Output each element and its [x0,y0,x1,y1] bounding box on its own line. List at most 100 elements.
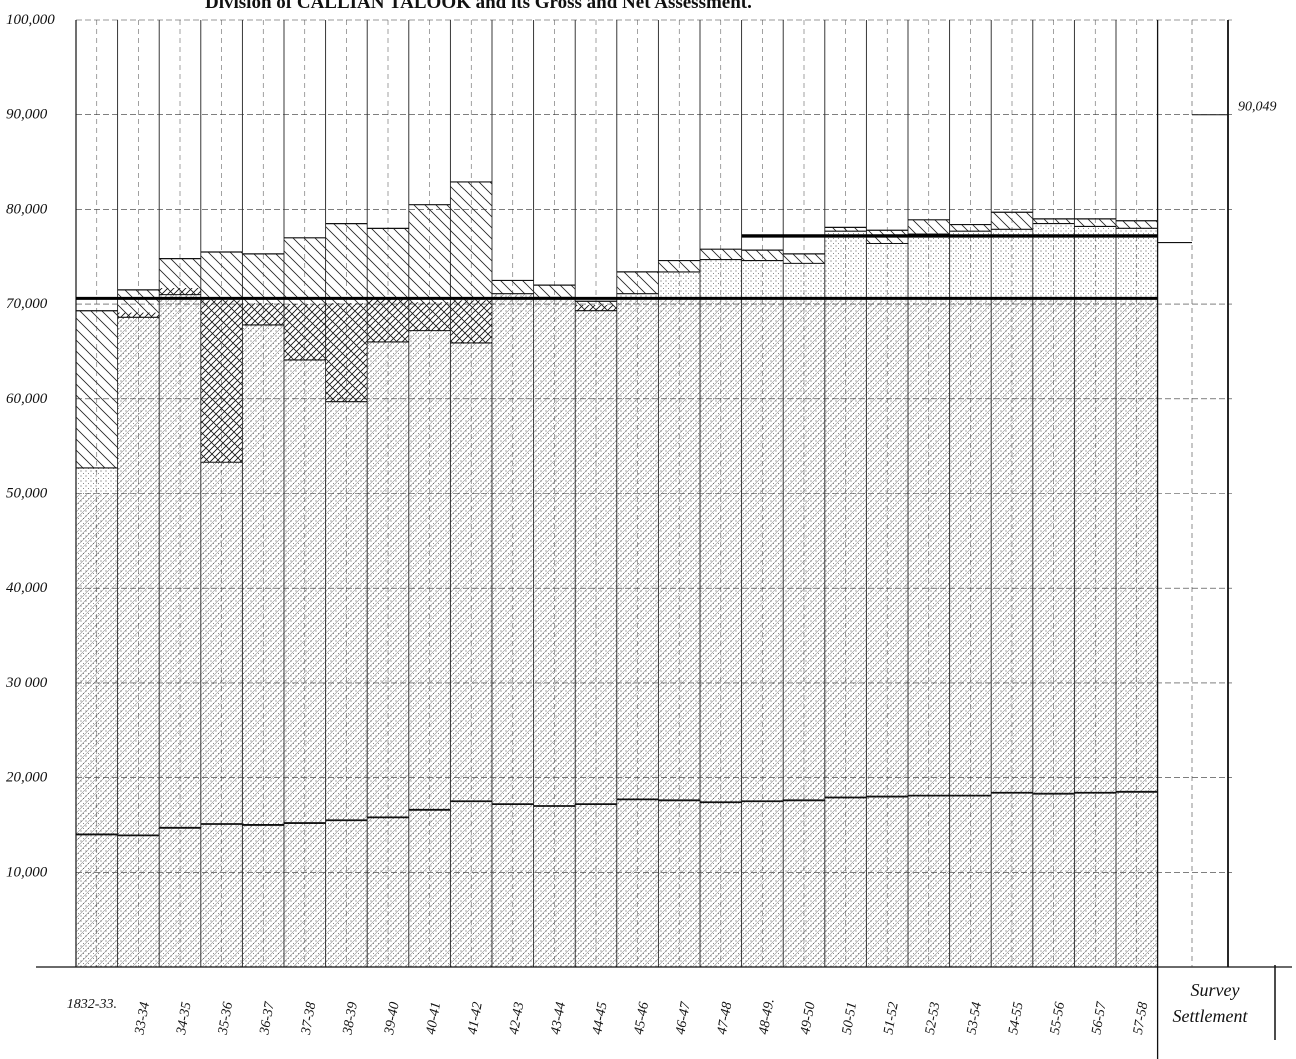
bar-base-diag [242,324,284,968]
x-tick-label: 34-35 [174,1001,195,1037]
bar-net-dots [824,231,867,301]
bar-base-diag [533,297,576,967]
bar-balance-hatch [575,305,617,311]
y-tick-label: 30 000 [5,675,48,691]
x-tick-label: 52-53 [923,1001,943,1036]
x-tick-label: 45-46 [632,1001,652,1036]
y-tick-label: 90,000 [6,107,48,123]
y-tick-label: 70,000 [6,296,48,312]
x-tick-label: 1832-33. [67,997,117,1012]
bar-net-dots [908,234,950,303]
bar-remission-hatch [741,250,784,261]
x-tick-label: 50-51 [840,1001,860,1036]
chart-title: Division of CALLIAN TALOOK and its Gross… [205,0,752,13]
x-tick-label: 38-39 [340,1001,361,1037]
x-tick-label: 53-54 [965,1001,985,1036]
bar-remission-hatch [1116,220,1158,229]
bar-balance-hatch [408,302,451,331]
bar-base-diag [284,359,326,967]
bar-base-diag [616,300,659,967]
bar-base-diag [159,294,201,967]
survey-settlement-label: Survey [1191,980,1240,1000]
bar-base-diag [1032,300,1075,967]
bar-base-diag [1074,301,1116,967]
bar-base-diag [908,302,950,967]
bar-remission-hatch [824,227,867,232]
x-tick-label: 39-40 [382,1001,403,1037]
x-tick-label: 36-37 [257,1000,278,1037]
survey-settlement-label: Settlement [1173,1006,1249,1026]
x-tick-label: 44-45 [590,1001,610,1036]
bar-net-dots [1074,226,1116,302]
bar-base-diag [575,310,617,967]
bar-base-diag [117,317,160,967]
bar-net-dots [991,229,1033,300]
bar-remission-hatch [700,249,742,260]
bar-remission-hatch [783,253,825,264]
x-tick-label: 55-56 [1048,1001,1068,1036]
x-tick-label: 33-34 [132,1001,153,1037]
bar-base-diag [325,401,368,967]
bar-net-dots [1116,228,1158,303]
bar-balance-hatch [325,303,368,402]
bar-remission-hatch [991,212,1033,230]
bar-base-diag [450,342,492,967]
bar-balance-hatch [159,288,201,295]
y-tick-label: 50,000 [6,486,48,502]
bar-base-diag [408,330,451,968]
bar-balance-hatch [200,300,243,463]
bar-net-dots [783,263,825,302]
bar-remission-hatch [616,271,659,294]
x-tick-label: 37-38 [299,1001,320,1037]
y-tick-label: 100,000 [6,12,55,28]
bar-base-diag [824,300,867,967]
bar-base-diag [76,493,118,967]
bar-net-dots [658,271,700,300]
bar-net-dots [700,259,742,302]
bar-net-dots [76,467,118,494]
x-tick-label: 57-58 [1131,1001,1151,1036]
x-tick-label: 51-52 [881,1001,901,1036]
bar-remission-hatch [76,310,118,468]
bar-base-diag [200,462,243,967]
bar-base-diag [783,301,825,967]
x-tick-label: 48-49. [757,997,778,1035]
bar-base-diag [991,299,1033,967]
y-tick-label: 40,000 [6,580,48,596]
bar-net-dots [866,243,908,302]
x-tick-label: 42-43 [507,1001,527,1036]
x-tick-label: 35-36 [216,1001,237,1037]
bar-base-diag [492,293,534,968]
bar-net-dots [949,231,992,302]
bar-remission-hatch [533,285,576,298]
x-tick-label: 46-47 [673,1000,694,1036]
x-tick-label: 43-44 [549,1001,569,1036]
bar-base-diag [1116,302,1158,967]
bar-balance-hatch [284,304,326,360]
bar-balance-hatch [367,298,409,342]
x-tick-label: 40-41 [424,1001,444,1036]
y-tick-label: 60,000 [6,391,48,407]
bar-net-dots [741,260,784,302]
bar-balance-hatch [117,312,160,318]
bar-remission-hatch [658,260,700,272]
survey-right-value-label: 90,049 [1238,100,1277,115]
bar-balance-hatch [450,300,492,343]
x-tick-label: 41-42 [465,1001,485,1036]
x-tick-label: 47-48 [715,1001,735,1036]
x-tick-label: 49-50 [798,1001,818,1036]
x-tick-label: 54-55 [1006,1001,1026,1036]
bar-base-diag [866,301,908,967]
y-tick-label: 20,000 [6,770,48,786]
bar-remission-hatch [492,280,534,294]
y-tick-label: 10,000 [6,864,48,880]
bar-remission-hatch [1074,218,1116,227]
bar-base-diag [658,299,700,967]
bar-base-diag [741,301,784,967]
bar-base-diag [367,341,409,968]
y-tick-label: 80,000 [6,201,48,217]
bar-base-diag [700,301,742,967]
bar-remission-hatch [908,219,950,235]
